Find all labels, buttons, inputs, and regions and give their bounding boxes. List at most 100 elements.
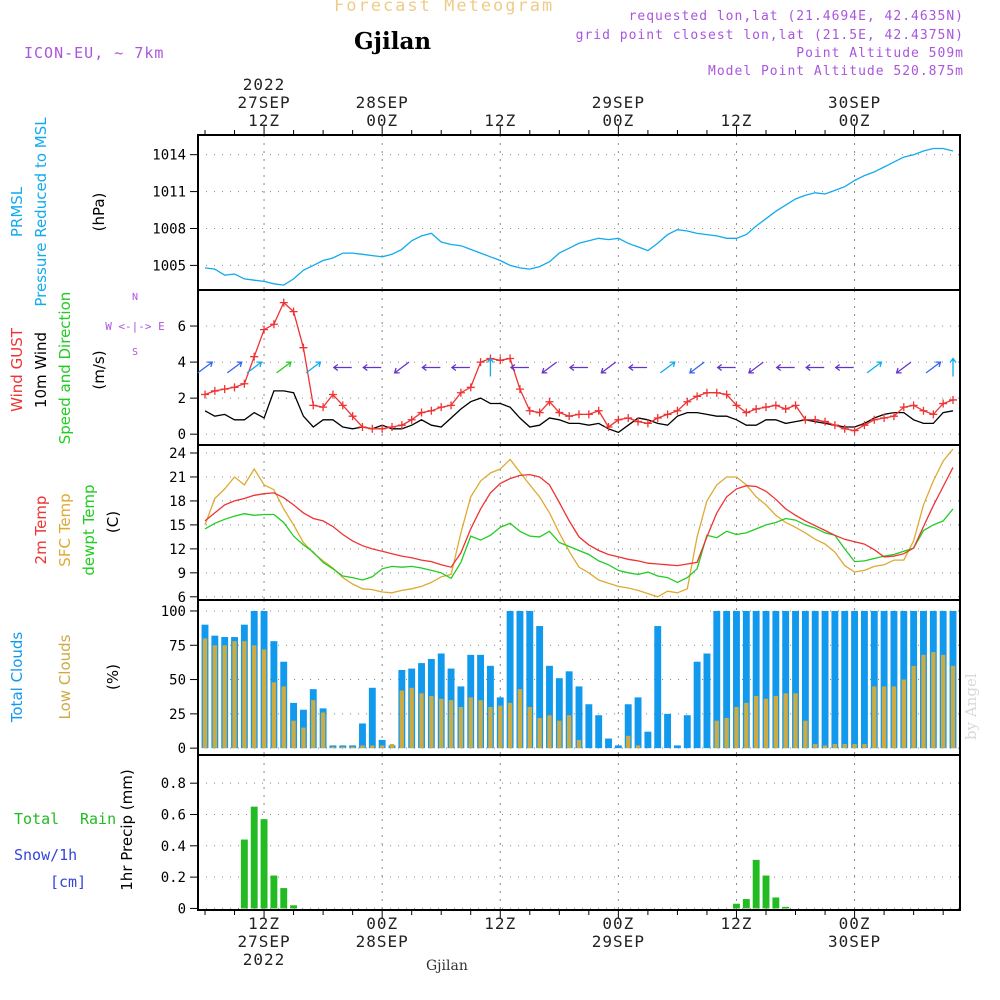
- gust-marker: [496, 356, 505, 365]
- time-label-top: 12Z: [721, 111, 753, 130]
- gust-marker: [929, 410, 938, 419]
- time-label-top: 00Z: [839, 111, 871, 130]
- gust-marker: [279, 298, 288, 307]
- time-label-bottom: 2022: [243, 950, 286, 969]
- low-cloud-bar: [842, 744, 847, 749]
- gust-marker: [624, 413, 633, 422]
- low-cloud-bar: [527, 706, 532, 749]
- wind-direction-arrow: [834, 363, 854, 372]
- total-cloud-bar: [536, 626, 544, 749]
- low-cloud-bar: [507, 702, 513, 749]
- y-tick-label: 0: [178, 901, 186, 917]
- low-cloud-bar: [281, 686, 286, 749]
- time-label-bottom: 27SEP: [237, 932, 290, 951]
- low-cloud-bar: [852, 744, 857, 749]
- total-cloud-bar: [683, 715, 691, 749]
- gust-marker: [634, 417, 643, 426]
- gust-marker: [850, 426, 859, 435]
- time-label-top: 00Z: [366, 111, 398, 130]
- gust-marker: [545, 397, 554, 406]
- y-tick-label: 0: [178, 741, 186, 757]
- y-tick-label: 6: [178, 590, 186, 606]
- gust-marker: [388, 422, 396, 431]
- gust-marker: [791, 401, 800, 410]
- rain-bar: [290, 905, 298, 909]
- rain-bar: [250, 806, 258, 909]
- time-label-top: 29SEP: [592, 93, 645, 112]
- gust-marker: [870, 415, 879, 424]
- y-tick-label: 0.6: [161, 807, 186, 823]
- total-cloud-bar: [772, 610, 780, 749]
- y-tick-label: 0: [178, 427, 186, 443]
- low-cloud-bar: [950, 665, 956, 749]
- gust-marker: [319, 403, 328, 412]
- total-cloud-bar: [860, 610, 868, 749]
- requested-coords: requested lon,lat (21.4694E, 42.4635N): [628, 9, 964, 24]
- gust-marker: [328, 390, 337, 399]
- low-cloud-bar: [724, 717, 729, 749]
- low-cloud-bar: [340, 746, 345, 749]
- low-clouds-label: Low Clouds: [56, 634, 74, 719]
- low-cloud-bar: [793, 693, 798, 749]
- low-cloud-bar: [488, 706, 493, 749]
- y-tick-label: 1008: [152, 221, 186, 237]
- wind-speed-line: [204, 390, 954, 434]
- gust-marker: [447, 401, 456, 410]
- low-cloud-bar: [291, 720, 296, 749]
- wind-dir-label: Speed and Direction: [56, 292, 74, 445]
- gust-marker: [338, 401, 347, 410]
- low-cloud-bar: [429, 696, 434, 749]
- low-cloud-bar: [872, 686, 877, 749]
- low-cloud-bar: [242, 641, 247, 749]
- temp-units: (C): [104, 511, 122, 533]
- gust-marker: [555, 408, 564, 417]
- compass-west-east: W <-|-> E: [105, 320, 165, 333]
- gust-marker: [712, 388, 721, 397]
- low-cloud-bar: [862, 744, 867, 749]
- gust-marker: [830, 421, 839, 430]
- time-label-top: 30SEP: [828, 93, 881, 112]
- y-tick-label: 0.2: [161, 870, 186, 886]
- gust-marker: [368, 424, 377, 433]
- total-cloud-bar: [841, 610, 849, 749]
- low-cloud-bar: [261, 649, 267, 749]
- panel-frame: [197, 754, 961, 911]
- time-label-top: 12Z: [248, 111, 280, 130]
- gust-marker: [525, 406, 534, 415]
- time-label-top: 2022: [243, 75, 286, 94]
- gust-marker: [762, 403, 770, 412]
- low-cloud-bar: [222, 645, 227, 749]
- gust-marker: [476, 358, 485, 367]
- total-cloud-bar: [713, 610, 721, 749]
- point-altitude: Point Altitude 509m: [796, 46, 964, 61]
- low-cloud-bar: [311, 700, 316, 749]
- low-cloud-bar: [881, 686, 887, 749]
- low-cloud-bar: [940, 654, 946, 749]
- wind-units: (m/s): [90, 350, 108, 389]
- gust-marker: [702, 388, 711, 397]
- gust-marker: [899, 403, 908, 412]
- time-label-bottom: 12Z: [721, 914, 753, 933]
- y-tick-label: 50: [169, 673, 186, 689]
- wind-direction-arrow: [362, 363, 382, 372]
- y-tick-label: 12: [169, 542, 186, 558]
- dewpoint-line: [204, 508, 954, 584]
- wind-direction-arrow: [332, 363, 352, 372]
- compass-north: N: [132, 292, 138, 303]
- low-cloud-bar: [202, 638, 208, 749]
- rain-bar: [280, 888, 288, 909]
- gust-marker: [378, 424, 387, 433]
- low-cloud-bar: [813, 744, 818, 749]
- gust-marker: [949, 395, 957, 404]
- low-cloud-bar: [763, 698, 769, 749]
- total-cloud-bar: [801, 610, 809, 749]
- low-cloud-bar: [419, 693, 424, 749]
- low-cloud-bar: [822, 745, 828, 749]
- gust-label: Wind GUST: [8, 327, 26, 412]
- y-tick-label: 2: [178, 391, 186, 407]
- gust-marker: [840, 424, 849, 433]
- temp-2m-label: 2m Temp: [32, 496, 50, 565]
- low-cloud-bar: [714, 720, 719, 749]
- low-cloud-bar: [783, 693, 788, 749]
- gust-marker: [594, 406, 603, 415]
